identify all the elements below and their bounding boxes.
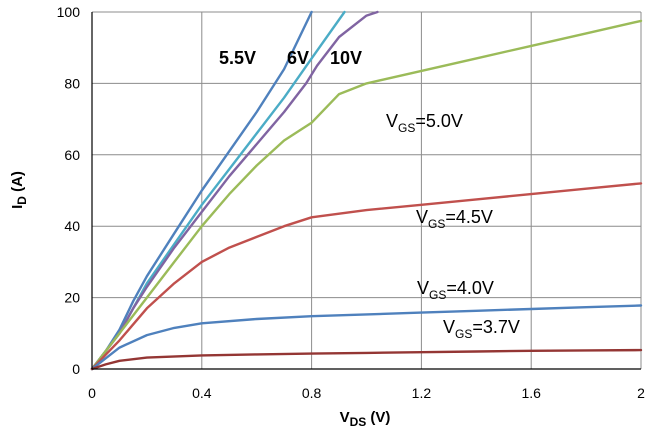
label-vgs-5-0v: VGS=5.0V (386, 111, 463, 135)
series-line (90, 10, 379, 371)
x-tick-label: 0.8 (302, 385, 322, 401)
label-6v: 6V (287, 48, 309, 68)
x-tick-label: 1.2 (412, 385, 432, 401)
y-tick-label: 0 (72, 361, 80, 377)
label-10v: 10V (330, 48, 362, 68)
y-tick-label: 100 (57, 4, 81, 20)
y-axis-title: ID (A) (9, 171, 29, 209)
label-vgs-4-5v: VGS=4.5V (416, 207, 493, 231)
label-vgs-4-0v: VGS=4.0V (417, 278, 494, 302)
x-tick-label: 0 (88, 385, 96, 401)
curves (90, 10, 643, 371)
y-tick-label: 40 (64, 218, 80, 234)
y-tick-label: 20 (64, 290, 80, 306)
axes (91, 12, 641, 370)
x-tick-label: 1.6 (521, 385, 541, 401)
y-tick-label: 80 (64, 75, 80, 91)
series-line (90, 348, 643, 371)
series-line (90, 182, 643, 371)
x-axis-title: VDS (V) (340, 409, 391, 429)
label-5-5v: 5.5V (219, 48, 256, 68)
y-tick-label: 60 (64, 147, 80, 163)
label-vgs-3-7v: VGS=3.7V (443, 317, 520, 341)
series-line (90, 10, 313, 371)
x-tick-label: 2 (637, 385, 645, 401)
series-line (90, 304, 643, 371)
x-tick-label: 0.4 (192, 385, 212, 401)
series-line (90, 19, 643, 371)
